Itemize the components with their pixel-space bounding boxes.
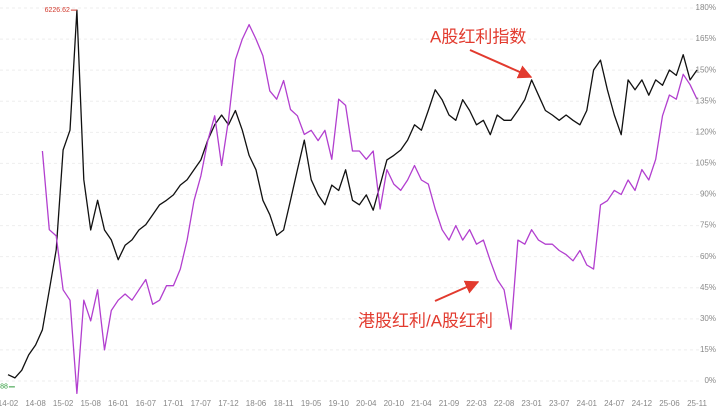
x-tick-label: 23-01 [521, 399, 542, 408]
x-tick-label: 16-01 [108, 399, 129, 408]
x-tick-label: 18-06 [246, 399, 267, 408]
x-tick-label: 22-03 [466, 399, 487, 408]
series-label: A股红利指数 [430, 27, 526, 46]
x-tick-label: 21-04 [411, 399, 432, 408]
x-tick-label: 19-05 [301, 399, 322, 408]
x-tick-label: 14-08 [25, 399, 46, 408]
x-tick-label: 24-07 [604, 399, 625, 408]
y-tick-label: 165% [696, 34, 716, 43]
y-tick-label: 60% [700, 252, 716, 261]
extreme-label: 6226.62 [45, 7, 70, 14]
x-tick-label: 17-07 [191, 399, 212, 408]
y-tick-label: 135% [696, 96, 716, 105]
x-tick-label: 25-11 [687, 399, 707, 408]
x-tick-label: 24-01 [577, 399, 598, 408]
y-tick-label: 15% [700, 345, 716, 354]
x-tick-label: 18-11 [274, 399, 294, 408]
x-tick-label: 20-04 [356, 399, 377, 408]
series-line [7, 9, 698, 379]
x-tick-label: 25-06 [659, 399, 680, 408]
y-tick-label: 0% [704, 376, 716, 385]
y-tick-label: 30% [700, 314, 716, 323]
extreme-label: 2134.88 [0, 384, 8, 391]
y-tick-label: 150% [696, 65, 716, 74]
x-tick-label: 17-12 [218, 399, 239, 408]
x-tick-label: 16-07 [136, 399, 157, 408]
y-tick-label: 90% [700, 190, 716, 199]
x-tick-label: 15-08 [80, 399, 101, 408]
annotation-arrow [434, 280, 480, 302]
y-tick-label: 120% [696, 127, 716, 136]
x-tick-label: 20-10 [384, 399, 405, 408]
series-line [41, 23, 698, 395]
y-tick-label: 105% [696, 159, 716, 168]
x-tick-label: 17-01 [163, 399, 184, 408]
grid [0, 7, 700, 382]
x-tick-label: 22-08 [494, 399, 515, 408]
y-tick-label: 45% [700, 283, 716, 292]
y-tick-label: 75% [700, 221, 716, 230]
x-tick-label: 24-12 [632, 399, 653, 408]
x-tick-label: 23-07 [549, 399, 570, 408]
x-tick-label: 19-10 [328, 399, 349, 408]
x-tick-label: 15-02 [53, 399, 74, 408]
series-label: 港股红利/A股红利 [358, 311, 493, 330]
x-tick-label: 14-02 [0, 399, 19, 408]
annotation-arrow [469, 49, 533, 79]
x-tick-label: 21-09 [439, 399, 460, 408]
y-tick-label: 180% [696, 3, 716, 12]
plot [7, 9, 698, 395]
